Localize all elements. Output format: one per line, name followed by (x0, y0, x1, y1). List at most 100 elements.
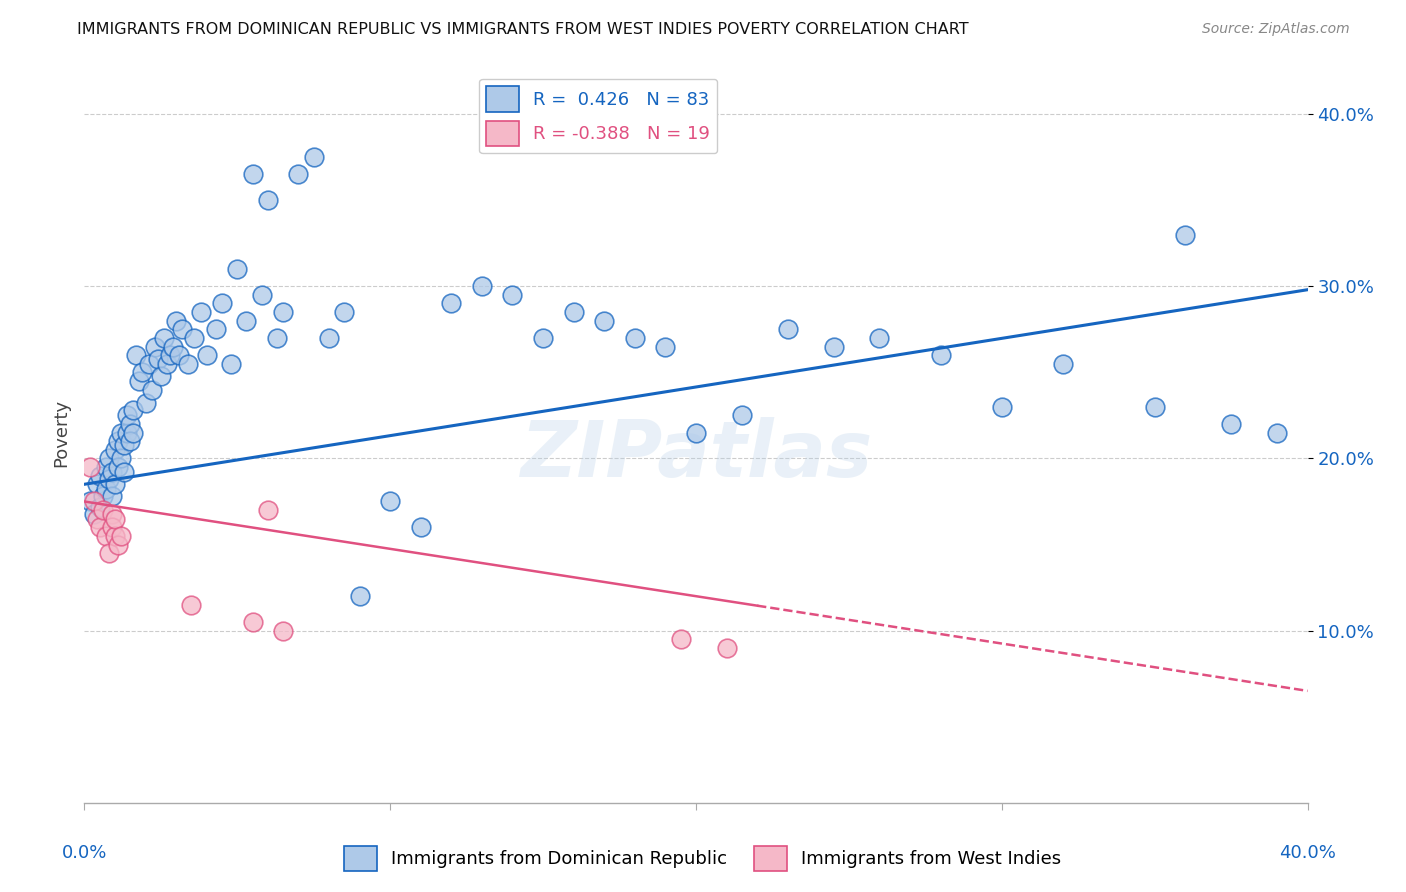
Text: 0.0%: 0.0% (62, 844, 107, 862)
Point (167, 348, 190, 362)
Point (115, 425, 138, 440)
Point (86, 477, 108, 491)
Point (991, 400, 1014, 414)
Point (120, 417, 142, 431)
Point (115, 409, 138, 423)
Point (107, 537, 129, 551)
Point (271, 305, 294, 319)
Point (94, 460, 117, 475)
Point (257, 503, 280, 517)
Point (219, 357, 242, 371)
Point (97, 472, 120, 486)
Point (287, 167, 309, 181)
Point (593, 314, 616, 328)
Point (97, 451, 120, 466)
Point (172, 322, 194, 336)
Point (94, 529, 117, 543)
Point (685, 425, 707, 440)
Point (110, 425, 132, 440)
Point (669, 632, 692, 647)
Point (91, 503, 114, 517)
Point (135, 396, 157, 410)
Point (266, 331, 288, 345)
Point (162, 339, 184, 353)
Point (318, 331, 340, 345)
Y-axis label: Poverty: Poverty (52, 399, 70, 467)
Point (104, 477, 127, 491)
Point (226, 262, 249, 277)
Point (195, 348, 218, 362)
Point (409, 520, 432, 534)
Point (349, 589, 371, 603)
Legend: Immigrants from Dominican Republic, Immigrants from West Indies: Immigrants from Dominican Republic, Immi… (337, 838, 1069, 879)
Point (83, 507, 105, 521)
Point (156, 357, 179, 371)
Point (531, 331, 554, 345)
Point (143, 339, 166, 353)
Point (929, 348, 952, 362)
Point (205, 322, 228, 336)
Point (94, 483, 117, 497)
Point (1265, 425, 1288, 440)
Point (128, 374, 150, 388)
Point (211, 296, 233, 310)
Text: 40.0%: 40.0% (1279, 844, 1336, 862)
Point (1143, 400, 1166, 414)
Point (120, 434, 142, 449)
Point (104, 529, 127, 543)
Point (716, 640, 738, 655)
Point (101, 465, 124, 479)
Point (138, 357, 160, 371)
Point (333, 305, 356, 319)
Point (131, 365, 153, 379)
Point (823, 339, 845, 353)
Point (776, 322, 799, 336)
Point (79, 494, 101, 508)
Point (271, 624, 294, 638)
Point (107, 434, 129, 449)
Point (235, 314, 257, 328)
Point (122, 403, 145, 417)
Point (250, 288, 273, 302)
Point (257, 193, 280, 207)
Point (146, 351, 169, 366)
Point (153, 331, 176, 345)
Point (112, 465, 135, 479)
Point (79, 460, 101, 475)
Point (112, 438, 135, 452)
Point (89, 468, 111, 483)
Point (190, 305, 212, 319)
Point (242, 615, 264, 629)
Point (177, 357, 200, 371)
Text: IMMIGRANTS FROM DOMINICAN REPUBLIC VS IMMIGRANTS FROM WEST INDIES POVERTY CORREL: IMMIGRANTS FROM DOMINICAN REPUBLIC VS IM… (77, 22, 969, 37)
Point (159, 348, 181, 362)
Point (83, 494, 105, 508)
Point (104, 512, 127, 526)
Point (91, 489, 114, 503)
Point (104, 442, 127, 457)
Point (141, 383, 163, 397)
Point (165, 314, 187, 328)
Point (380, 494, 402, 508)
Point (89, 500, 111, 514)
Point (502, 288, 524, 302)
Point (86, 512, 108, 526)
Point (654, 339, 676, 353)
Text: Source: ZipAtlas.com: Source: ZipAtlas.com (1202, 22, 1350, 37)
Legend: R =  0.426   N = 83, R = -0.388   N = 19: R = 0.426 N = 83, R = -0.388 N = 19 (479, 78, 717, 153)
Point (242, 167, 264, 181)
Point (302, 150, 325, 164)
Point (125, 348, 148, 362)
Point (624, 331, 647, 345)
Point (107, 460, 129, 475)
Point (440, 296, 463, 310)
Point (180, 598, 202, 612)
Point (869, 331, 891, 345)
Point (110, 451, 132, 466)
Point (731, 409, 754, 423)
Point (1174, 227, 1197, 242)
Point (183, 331, 205, 345)
Point (110, 529, 132, 543)
Point (122, 425, 145, 440)
Point (471, 279, 494, 293)
